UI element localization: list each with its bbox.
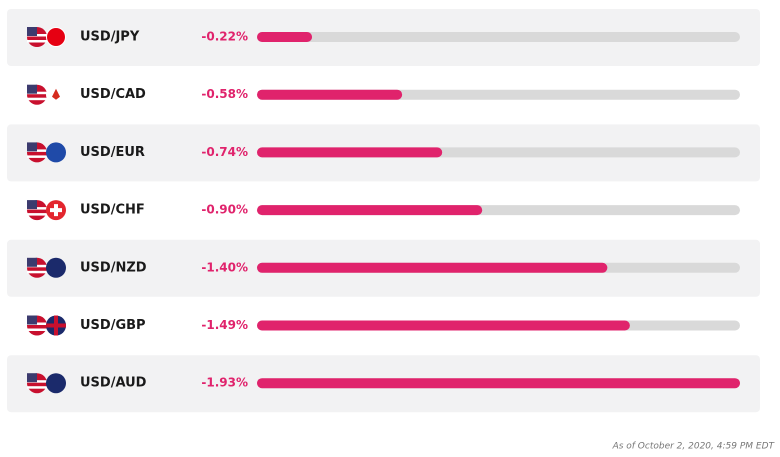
bar — [257, 378, 740, 389]
us-canton — [27, 84, 37, 94]
quote-flag — [46, 142, 66, 163]
leaf — [52, 88, 60, 100]
value-label: -0.90% — [201, 203, 248, 217]
flag-icon — [27, 257, 66, 278]
value-label: -1.93% — [201, 376, 248, 390]
value-label: -1.49% — [201, 318, 248, 332]
us-canton — [27, 142, 37, 152]
pair-label: USD/NZD — [80, 260, 147, 275]
bar — [257, 262, 608, 273]
bar-track — [257, 32, 740, 42]
value-label: -0.22% — [201, 30, 248, 44]
pair-label: USD/CHF — [80, 203, 145, 218]
quote-flag — [46, 373, 66, 394]
us-canton — [27, 315, 37, 325]
pair-label: USD/CAD — [80, 87, 146, 102]
us-canton — [27, 27, 37, 36]
bar — [257, 320, 630, 331]
flag-icon — [27, 27, 66, 47]
flag-icon — [27, 373, 66, 394]
us-stripe — [27, 386, 47, 389]
us-stripe — [27, 97, 47, 101]
value-label: -0.58% — [201, 87, 248, 101]
pair-label: USD/EUR — [80, 145, 145, 160]
value-label: -0.74% — [201, 145, 248, 159]
us-stripe — [27, 155, 47, 158]
us-canton — [27, 373, 37, 383]
cross — [50, 204, 62, 217]
bar — [257, 89, 403, 100]
footnote: As of October 2, 2020, 4:59 PM EDT — [612, 442, 776, 452]
us-stripe — [27, 40, 47, 43]
us-canton — [27, 257, 37, 267]
flag-icon — [27, 142, 66, 163]
us-stripe — [27, 270, 47, 274]
flag-icon — [27, 200, 66, 221]
sun — [47, 28, 65, 46]
pair-label: USD/AUD — [80, 376, 147, 391]
us-stripe — [27, 328, 47, 331]
pair-label: USD/GBP — [80, 318, 146, 333]
value-label: -1.40% — [201, 260, 248, 274]
cross — [46, 323, 66, 328]
bar — [257, 32, 313, 42]
pair-label: USD/JPY — [80, 30, 140, 45]
bar — [257, 147, 443, 158]
us-stripe — [27, 213, 47, 216]
us-canton — [27, 200, 37, 210]
bar — [257, 205, 483, 216]
quote-flag — [46, 257, 66, 278]
flag-icon — [27, 84, 66, 105]
flag-icon — [27, 315, 66, 336]
